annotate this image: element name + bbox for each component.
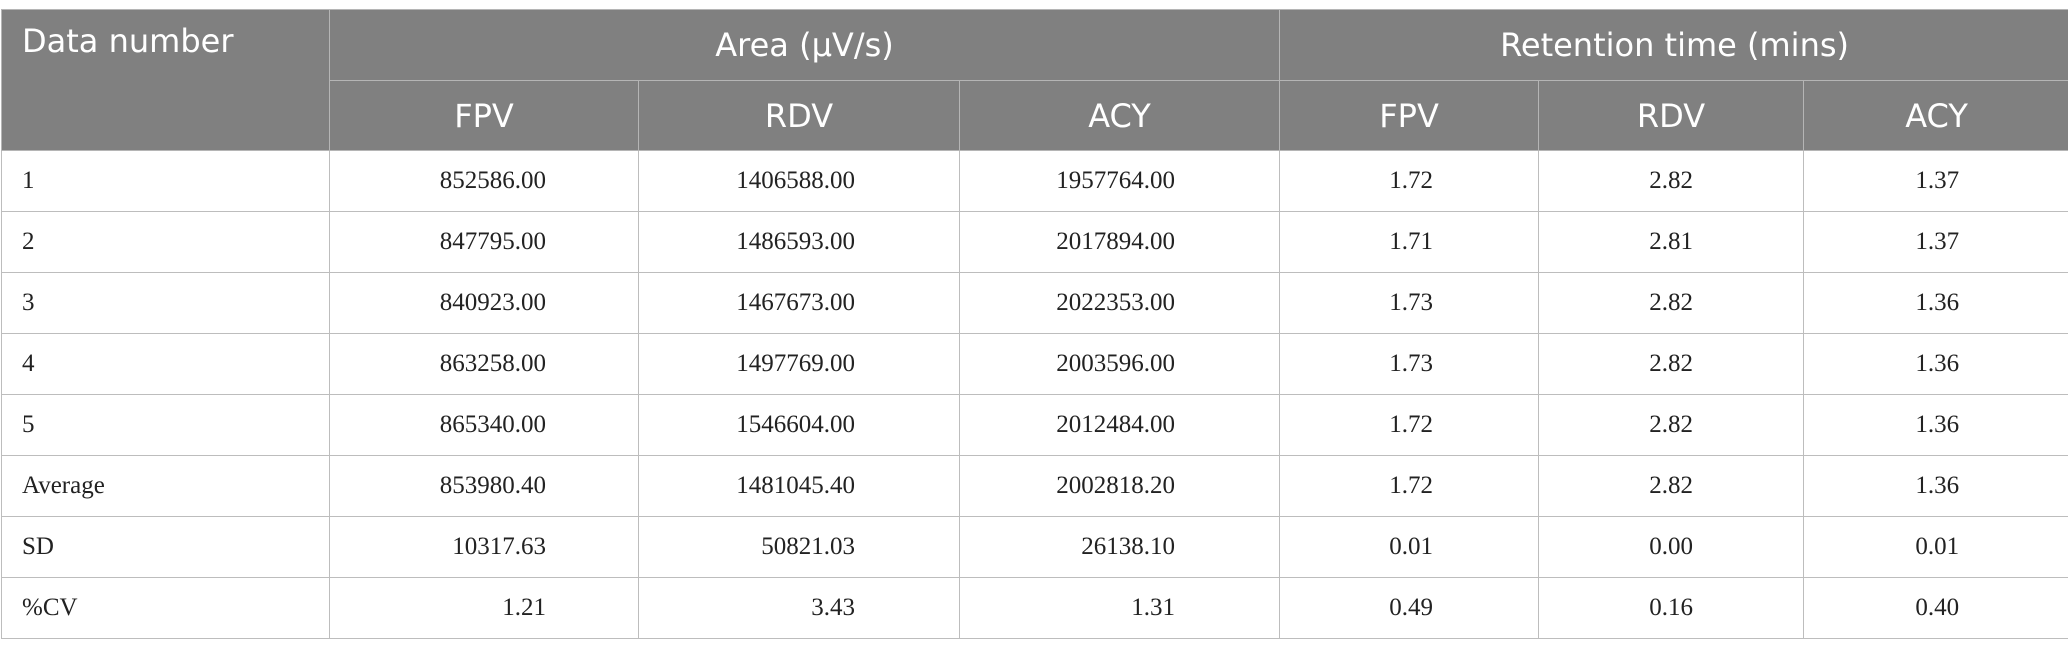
table-cell: 2.81 <box>1539 212 1804 273</box>
table-cell: 2.82 <box>1539 334 1804 395</box>
table-cell: 863258.00 <box>330 334 639 395</box>
row-label: SD <box>2 517 330 578</box>
table-cell: 1957764.00 <box>960 151 1280 212</box>
table-cell: 10317.63 <box>330 517 639 578</box>
table-cell: 847795.00 <box>330 212 639 273</box>
table-cell: 1.36 <box>1804 456 2068 517</box>
column-header: FPV <box>1280 81 1539 151</box>
table-cell: 0.01 <box>1804 517 2068 578</box>
table-cell: 0.16 <box>1539 578 1804 639</box>
table-cell: 840923.00 <box>330 273 639 334</box>
table-cell: 2017894.00 <box>960 212 1280 273</box>
table-cell: 2022353.00 <box>960 273 1280 334</box>
column-header: ACY <box>1804 81 2068 151</box>
table-cell: 1.72 <box>1280 456 1539 517</box>
table-cell: 1467673.00 <box>639 273 960 334</box>
table-cell: 1.36 <box>1804 395 2068 456</box>
table-cell: 853980.40 <box>330 456 639 517</box>
table-cell: 1.73 <box>1280 334 1539 395</box>
table-cell: 1.37 <box>1804 212 2068 273</box>
table-cell: 2.82 <box>1539 151 1804 212</box>
table-cell: 1.73 <box>1280 273 1539 334</box>
table-cell: 2.82 <box>1539 273 1804 334</box>
table-cell: 3.43 <box>639 578 960 639</box>
table-cell: 2002818.20 <box>960 456 1280 517</box>
table-cell: 0.01 <box>1280 517 1539 578</box>
table-cell: 1.21 <box>330 578 639 639</box>
table-cell: 26138.10 <box>960 517 1280 578</box>
table-cell: 1.36 <box>1804 273 2068 334</box>
group-header: Data number <box>2 10 330 151</box>
row-label: %CV <box>2 578 330 639</box>
table-cell: 865340.00 <box>330 395 639 456</box>
table-cell: 1481045.40 <box>639 456 960 517</box>
table-cell: 0.00 <box>1539 517 1804 578</box>
table-cell: 2.82 <box>1539 456 1804 517</box>
row-label: 4 <box>2 334 330 395</box>
row-label: 2 <box>2 212 330 273</box>
group-header: Area (μV/s) <box>330 10 1280 81</box>
column-header: RDV <box>639 81 960 151</box>
row-label: 5 <box>2 395 330 456</box>
table-cell: 1.36 <box>1804 334 2068 395</box>
column-header: RDV <box>1539 81 1804 151</box>
table-cell: 0.40 <box>1804 578 2068 639</box>
row-label: 3 <box>2 273 330 334</box>
column-header: ACY <box>960 81 1280 151</box>
group-header: Retention time (mins) <box>1280 10 2068 81</box>
table-cell: 2003596.00 <box>960 334 1280 395</box>
table-cell: 1546604.00 <box>639 395 960 456</box>
table-cell: 1.72 <box>1280 395 1539 456</box>
table-cell: 1.31 <box>960 578 1280 639</box>
table-cell: 0.49 <box>1280 578 1539 639</box>
row-label: Average <box>2 456 330 517</box>
row-label: 1 <box>2 151 330 212</box>
table-cell: 50821.03 <box>639 517 960 578</box>
column-header: FPV <box>330 81 639 151</box>
table-cell: 1486593.00 <box>639 212 960 273</box>
table-cell: 1.72 <box>1280 151 1539 212</box>
table-cell: 1406588.00 <box>639 151 960 212</box>
table-cell: 852586.00 <box>330 151 639 212</box>
table-cell: 1.71 <box>1280 212 1539 273</box>
table-cell: 1497769.00 <box>639 334 960 395</box>
table-cell: 2.82 <box>1539 395 1804 456</box>
table-cell: 2012484.00 <box>960 395 1280 456</box>
table-cell: 1.37 <box>1804 151 2068 212</box>
